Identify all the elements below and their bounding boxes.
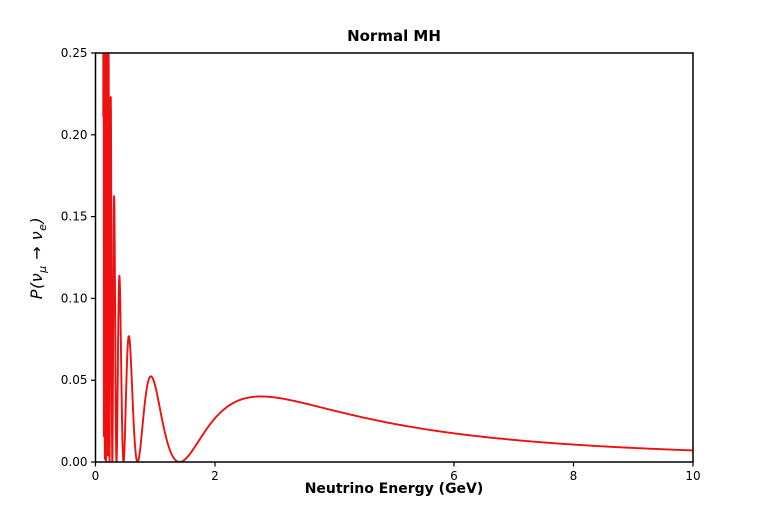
x-tick-label: 6: [450, 469, 458, 483]
plot-background: [95, 53, 693, 462]
x-axis-ticks: 0 2 6 8 10: [92, 462, 701, 483]
chart-title: Normal MH: [347, 27, 441, 45]
y-tick-label: 0.15: [61, 210, 88, 224]
x-tick-label: 8: [570, 469, 578, 483]
x-tick-label: 0: [92, 469, 100, 483]
y-tick-label: 0.25: [61, 46, 88, 60]
y-tick-label: 0.10: [61, 291, 88, 305]
y-tick-label: 0.00: [61, 455, 88, 469]
y-tick-label: 0.05: [61, 373, 88, 387]
y-tick-label: 0.20: [61, 128, 88, 142]
x-axis-label: Neutrino Energy (GeV): [304, 481, 484, 497]
x-tick-label: 10: [685, 469, 700, 483]
y-axis-label: P(νμ → νe): [27, 216, 50, 300]
x-tick-label: 2: [211, 469, 219, 483]
axes-spines: [94, 52, 694, 463]
y-axis-ticks: 0.00 0.05 0.10 0.15 0.20 0.25: [61, 46, 96, 469]
